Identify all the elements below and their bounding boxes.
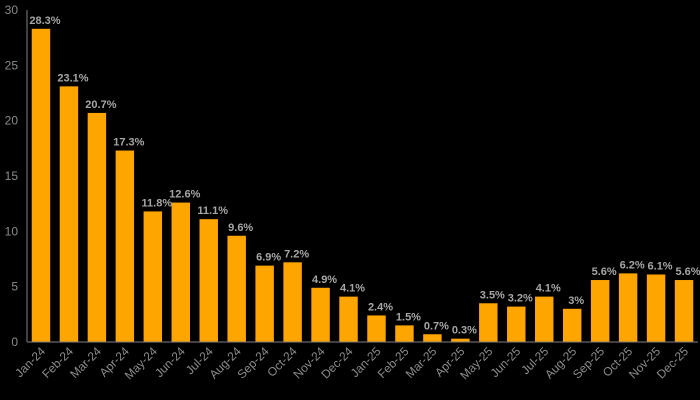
data-label: 6.9% bbox=[256, 252, 281, 264]
data-label: 3% bbox=[568, 295, 584, 307]
data-labels: 28.3% 23.1% 20.7% 17.3% 11.8%12.6% 11.1%9.6% 6… bbox=[29, 15, 700, 337]
bar bbox=[535, 296, 554, 342]
data-label: 3.5% bbox=[480, 289, 505, 301]
data-label: 23.1% bbox=[57, 72, 88, 84]
bar bbox=[199, 219, 218, 342]
bar bbox=[31, 28, 51, 343]
bar-series bbox=[31, 28, 694, 343]
bar bbox=[479, 303, 498, 342]
x-tick-label: Jun-25 bbox=[488, 344, 524, 380]
data-label: 1.5% bbox=[396, 311, 421, 323]
x-tick-label: Sep-24 bbox=[235, 344, 272, 381]
data-label: 5.6% bbox=[592, 266, 617, 278]
bar bbox=[171, 202, 190, 342]
bar bbox=[255, 265, 274, 342]
x-tick-label: Sep-25 bbox=[570, 344, 607, 381]
data-label: 2.4% bbox=[368, 301, 393, 313]
bar bbox=[618, 273, 638, 342]
y-tick-label: 15 bbox=[5, 169, 19, 183]
data-label: 12.6% bbox=[169, 189, 200, 201]
bar bbox=[674, 280, 694, 342]
data-label: 5.6% bbox=[675, 266, 700, 278]
data-label: 11.1% bbox=[197, 205, 228, 217]
data-label: 9.6% bbox=[228, 222, 253, 234]
x-tick-label: Dec-24 bbox=[318, 344, 355, 381]
bar bbox=[395, 325, 414, 342]
data-label: 20.7% bbox=[85, 99, 116, 111]
data-label: 4.1% bbox=[536, 283, 561, 295]
bar bbox=[423, 334, 442, 342]
y-tick-label: 5 bbox=[11, 280, 18, 294]
data-label: 4.1% bbox=[340, 283, 365, 295]
data-label: 17.3% bbox=[113, 137, 144, 149]
data-label: 3.2% bbox=[508, 293, 533, 305]
y-tick-label: 30 bbox=[5, 3, 19, 17]
x-tick-label: Mar-25 bbox=[403, 344, 440, 381]
y-tick-label: 10 bbox=[5, 224, 19, 238]
y-tick-label: 20 bbox=[5, 114, 19, 128]
data-label: 0.7% bbox=[424, 320, 449, 332]
y-tick-label: 25 bbox=[5, 58, 19, 72]
x-tick-label: Dec-25 bbox=[654, 344, 691, 381]
bar bbox=[367, 315, 386, 342]
y-tick-label: 0 bbox=[11, 335, 18, 349]
bar bbox=[115, 150, 135, 342]
bar bbox=[339, 296, 358, 342]
bar bbox=[451, 338, 470, 342]
bar bbox=[227, 235, 246, 342]
bar bbox=[59, 86, 79, 342]
data-label: 28.3% bbox=[29, 15, 60, 27]
x-tick-label: Mar-24 bbox=[67, 344, 104, 381]
bar bbox=[562, 308, 582, 342]
bar bbox=[87, 112, 107, 342]
bar bbox=[311, 287, 330, 342]
bar bbox=[283, 262, 302, 342]
data-label: 11.8% bbox=[142, 197, 173, 209]
data-label: 7.2% bbox=[284, 248, 309, 260]
data-label: 6.1% bbox=[648, 260, 673, 272]
data-label: 4.9% bbox=[312, 274, 337, 286]
bar bbox=[646, 274, 666, 342]
x-tick-label: Jun-24 bbox=[152, 344, 188, 380]
data-label: 0.3% bbox=[452, 325, 477, 337]
data-label: 6.2% bbox=[620, 259, 645, 271]
bar bbox=[143, 211, 163, 342]
bar bbox=[507, 306, 526, 342]
y-axis: 0 5 10 15 20 25 30 bbox=[5, 3, 28, 349]
x-axis: Jan-24Feb-24Mar-24Apr-24May-24Jun-24Jul-… bbox=[12, 341, 698, 382]
bar bbox=[590, 280, 610, 342]
